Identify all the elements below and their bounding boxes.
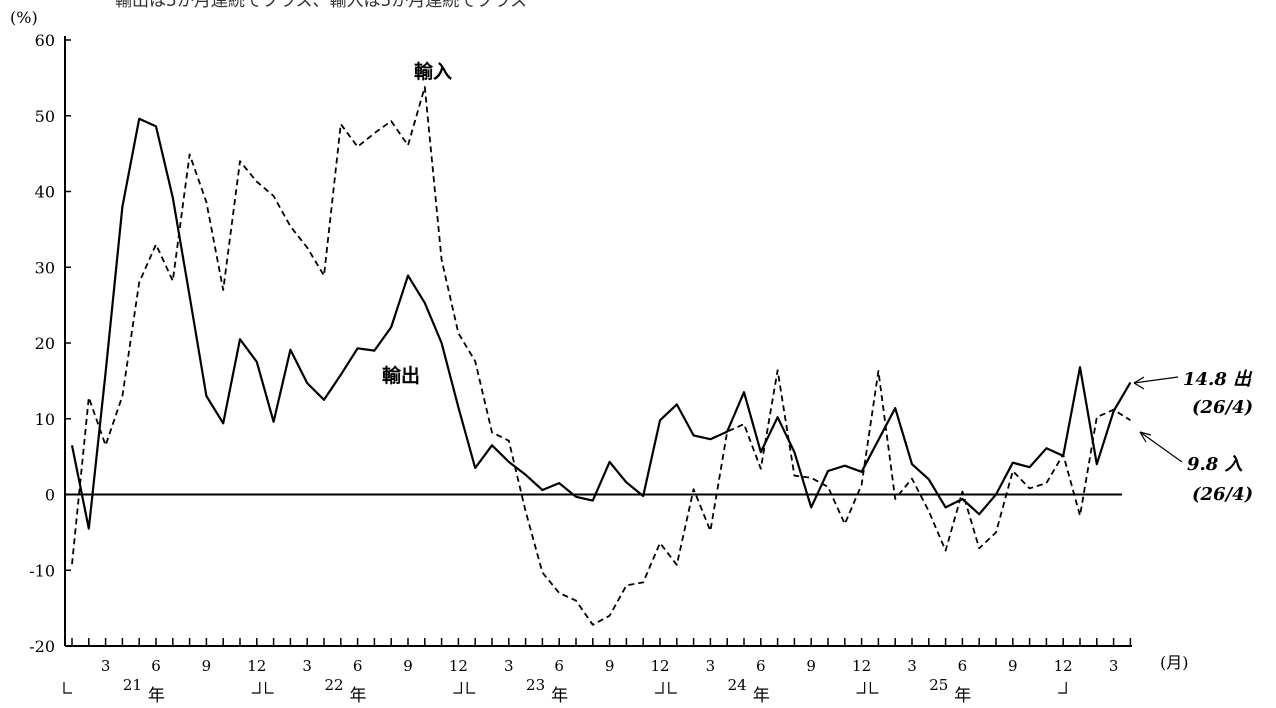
month-tick-label: 12 — [247, 657, 266, 675]
import-series-line — [71, 86, 1131, 626]
year-suffix-label: 年 — [753, 686, 770, 706]
year-end-bracket — [856, 682, 866, 694]
month-tick-label: 3 — [706, 657, 716, 675]
month-tick-label: 9 — [1008, 657, 1018, 675]
x-axis-ticks: 3 6 9 12 3 6 9 12 3 6 9 12 3 6 9 12 3 6 9 12 3 — [71, 638, 1132, 675]
y-tick-label: 50 — [35, 107, 55, 126]
export-series-line — [70, 117, 1132, 530]
month-tick-label: 6 — [151, 657, 161, 675]
import-series-label: 輸入 — [414, 60, 452, 83]
import-latest-date: (26/4) — [1192, 484, 1253, 505]
year-end-bracket — [251, 682, 261, 694]
year-start-bracket — [63, 682, 72, 694]
import-arrow-head-icon — [1139, 431, 1152, 443]
y-tick-label: 60 — [35, 31, 55, 50]
y-unit-label: (%) — [10, 8, 38, 27]
y-tick-label: 40 — [35, 183, 55, 202]
y-axis-ticks: 60 50 40 30 20 10 0 -10 -20 — [29, 31, 71, 656]
month-tick-label: 3 — [504, 657, 514, 675]
month-tick-label: 3 — [101, 657, 111, 675]
y-tick-label: -20 — [29, 637, 55, 656]
month-tick-label: 9 — [403, 657, 413, 675]
y-tick-label: 20 — [35, 334, 55, 353]
month-tick-label: 12 — [449, 657, 468, 675]
subtitle: 輸出は5か月連続でプラス、輸入は5か月連続でプラス — [115, 0, 527, 11]
month-tick-label: 12 — [650, 657, 669, 675]
month-tick-label: 3 — [302, 657, 312, 675]
y-tick-label: -10 — [29, 561, 55, 580]
year-suffix-label: 年 — [148, 686, 165, 706]
month-tick-label: 6 — [554, 657, 564, 675]
year-label: 23 — [526, 676, 545, 694]
year-label: 25 — [929, 676, 948, 694]
x-unit-label: (月) — [1160, 653, 1189, 672]
year-label: 22 — [324, 676, 343, 694]
year-start-bracket — [668, 682, 677, 694]
year-labels: 21 年 22 年 23 年 24 年 25 年 — [63, 676, 1067, 706]
export-latest-annotation: 14.8 出 (26/4) — [1133, 369, 1253, 418]
axes — [64, 36, 1132, 647]
year-start-bracket — [466, 682, 476, 694]
year-suffix-label: 年 — [954, 686, 971, 706]
import-latest-value: 9.8 入 — [1187, 454, 1243, 475]
month-tick-label: 3 — [1109, 657, 1119, 675]
year-label: 24 — [728, 676, 747, 694]
month-tick-label: 9 — [202, 657, 212, 675]
month-tick-label: 9 — [605, 657, 615, 675]
year-start-bracket — [869, 682, 879, 694]
import-latest-annotation: 9.8 入 (26/4) — [1139, 431, 1253, 505]
month-tick-label: 6 — [353, 657, 363, 675]
year-suffix-label: 年 — [551, 686, 568, 706]
export-arrow-line — [1133, 376, 1179, 384]
y-tick-label: 30 — [35, 258, 55, 277]
year-end-bracket — [1058, 682, 1067, 694]
export-series-label: 輸出 — [382, 364, 420, 387]
month-tick-label: 12 — [852, 657, 871, 675]
year-end-bracket — [655, 682, 664, 694]
year-start-bracket — [265, 682, 274, 694]
month-tick-label: 6 — [756, 657, 766, 675]
import-arrow-line — [1139, 431, 1183, 463]
export-arrow-head-icon — [1133, 376, 1145, 390]
year-label: 21 — [123, 676, 142, 694]
y-tick-label: 10 — [35, 410, 55, 429]
series-lines — [70, 86, 1132, 626]
year-end-bracket — [453, 682, 462, 694]
export-latest-date: (26/4) — [1192, 397, 1253, 418]
month-tick-label: 9 — [806, 657, 816, 675]
export-latest-value: 14.8 出 — [1183, 369, 1253, 390]
month-tick-label: 3 — [907, 657, 917, 675]
year-suffix-label: 年 — [350, 686, 367, 706]
y-tick-label: 0 — [45, 486, 55, 505]
month-tick-label: 12 — [1054, 657, 1073, 675]
month-tick-label: 6 — [958, 657, 968, 675]
